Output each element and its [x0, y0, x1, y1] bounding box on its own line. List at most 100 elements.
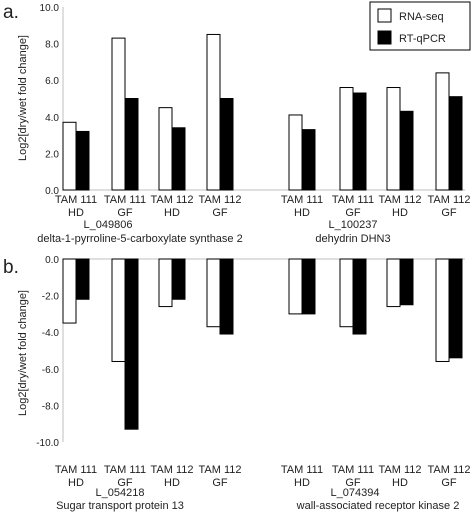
panel-b-group-2-gene-id: L_074394: [331, 487, 380, 499]
category-label-line2: HD: [294, 477, 310, 489]
bar-rt-qpcr: [448, 258, 463, 359]
bar-rt-qpcr: [219, 98, 234, 191]
panel-b-y-axis-title: Log2[dry/wet fold change]: [17, 290, 29, 416]
bar-rna-seq: [158, 107, 173, 191]
panel-b-group-2-gene-name: wall-associated receptor kinase 2: [296, 500, 460, 512]
y-tick-label: 8.0: [45, 40, 59, 51]
category-label-line2: HD: [392, 207, 408, 219]
category-label-line2: GF: [117, 477, 133, 489]
category-label-line1: TAM 111: [332, 464, 374, 476]
bar-rna-seq: [206, 258, 221, 328]
category-label-line2: GF: [441, 207, 457, 219]
category-label-line2: GF: [212, 207, 228, 219]
category-label-line1: TAM 111: [55, 194, 97, 206]
category-label-line2: HD: [68, 207, 84, 219]
bar-rt-qpcr: [399, 258, 414, 306]
category-label-line1: TAM 111: [104, 194, 146, 206]
bar-rna-seq: [62, 258, 77, 324]
bar-rna-seq: [111, 37, 126, 191]
category-label-line1: TAM 112: [428, 194, 471, 206]
y-tick-label: 4.0: [45, 113, 59, 124]
bar-rna-seq: [62, 121, 77, 191]
y-tick-label: 2.0: [45, 149, 59, 160]
category-label-line2: GF: [345, 477, 361, 489]
bar-rt-qpcr: [352, 92, 367, 191]
bar-rt-qpcr: [75, 130, 90, 191]
panel-a-chart: a. Log2[dry/wet fold change] 0.0 2.0 4.0 6.…: [3, 1, 471, 245]
bar-rna-seq: [386, 87, 401, 191]
bar-rna-seq: [111, 258, 126, 362]
bar-rt-qpcr: [219, 258, 234, 335]
category-label-line1: TAM 112: [199, 464, 242, 476]
panel-b-bars: [62, 258, 463, 430]
category-label-line2: HD: [68, 477, 84, 489]
category-label-line1: TAM 112: [428, 464, 471, 476]
bar-rt-qpcr: [301, 129, 316, 191]
panel-a-y-ticks: 0.0 2.0 4.0 6.0 8.0 10.0: [40, 3, 60, 197]
bar-rt-qpcr: [124, 98, 139, 191]
category-label-line1: TAM 112: [151, 194, 194, 206]
panel-a-group-2-gene-id: L_100237: [329, 219, 378, 231]
panel-b-chart: b. Log2[dry/wet fold change] 0.0 -2.0 -4.0…: [3, 255, 471, 512]
panel-a-y-axis-title: Log2[dry/wet fold change]: [17, 35, 29, 161]
category-label-line1: TAM 111: [281, 464, 323, 476]
bar-rt-qpcr: [75, 258, 90, 300]
panel-a-label: a.: [3, 2, 19, 23]
category-label-line2: GF: [345, 207, 361, 219]
panel-a-group-1-gene-name: delta-1-pyrroline-5-carboxylate synthase…: [37, 233, 242, 245]
panel-a-bars: [62, 33, 463, 191]
bar-rna-seq: [206, 33, 221, 191]
legend-label-rna-seq: RNA-seq: [399, 11, 444, 23]
legend-label-rt-qpcr: RT-qPCR: [399, 33, 446, 45]
legend: RNA-seq RT-qPCR: [369, 1, 471, 51]
bar-rt-qpcr: [448, 96, 463, 191]
panel-b-group-1-gene-id: L_054218: [96, 487, 145, 499]
category-label-line2: HD: [392, 477, 408, 489]
y-tick-label: -4.0: [42, 328, 60, 339]
bar-rna-seq: [339, 258, 354, 328]
category-label-line2: GF: [212, 477, 228, 489]
bar-rt-qpcr: [124, 258, 139, 430]
bar-rna-seq: [435, 72, 450, 191]
bar-rt-qpcr: [171, 127, 186, 191]
y-tick-label: 0.0: [45, 255, 59, 266]
bar-rna-seq: [435, 258, 450, 362]
y-tick-label: -8.0: [42, 401, 60, 412]
category-label-line1: TAM 111: [55, 464, 97, 476]
panel-a-group-1-gene-id: L_049806: [84, 219, 133, 231]
bar-rna-seq: [339, 87, 354, 191]
bar-rna-seq: [288, 114, 303, 191]
category-label-line1: TAM 112: [379, 464, 422, 476]
category-label-line1: TAM 111: [332, 194, 374, 206]
category-label-line1: TAM 112: [379, 194, 422, 206]
legend-swatch-rt-qpcr: [377, 30, 392, 45]
panel-b-y-ticks: 0.0 -2.0 -4.0 -6.0 -8.0 -10.0: [36, 255, 59, 449]
panel-b-group-1-gene-name: Sugar transport protein 13: [56, 500, 184, 512]
y-tick-label: -6.0: [42, 365, 60, 376]
category-label-line1: TAM 112: [151, 464, 194, 476]
panel-a-group-2-gene-name: dehydrin DHN3: [315, 233, 390, 245]
category-label-line2: HD: [294, 207, 310, 219]
category-label-line2: HD: [164, 207, 180, 219]
bar-rt-qpcr: [399, 110, 414, 191]
y-tick-label: -2.0: [42, 292, 60, 303]
bar-rt-qpcr: [171, 258, 186, 300]
panel-b-label: b.: [3, 257, 19, 278]
bar-rna-seq: [158, 258, 173, 308]
category-label-line1: TAM 112: [199, 194, 242, 206]
category-label-line1: TAM 111: [104, 464, 146, 476]
y-tick-label: -10.0: [36, 438, 59, 449]
bar-rt-qpcr: [301, 258, 316, 315]
category-label-line2: GF: [441, 477, 457, 489]
legend-swatch-rna-seq: [377, 8, 392, 23]
y-tick-label: 6.0: [45, 76, 59, 87]
category-label-line2: GF: [117, 207, 133, 219]
bar-rna-seq: [386, 258, 401, 308]
category-label-line1: TAM 111: [281, 194, 323, 206]
y-tick-label: 0.0: [45, 186, 59, 197]
category-label-line2: HD: [164, 477, 180, 489]
bar-rt-qpcr: [352, 258, 367, 335]
